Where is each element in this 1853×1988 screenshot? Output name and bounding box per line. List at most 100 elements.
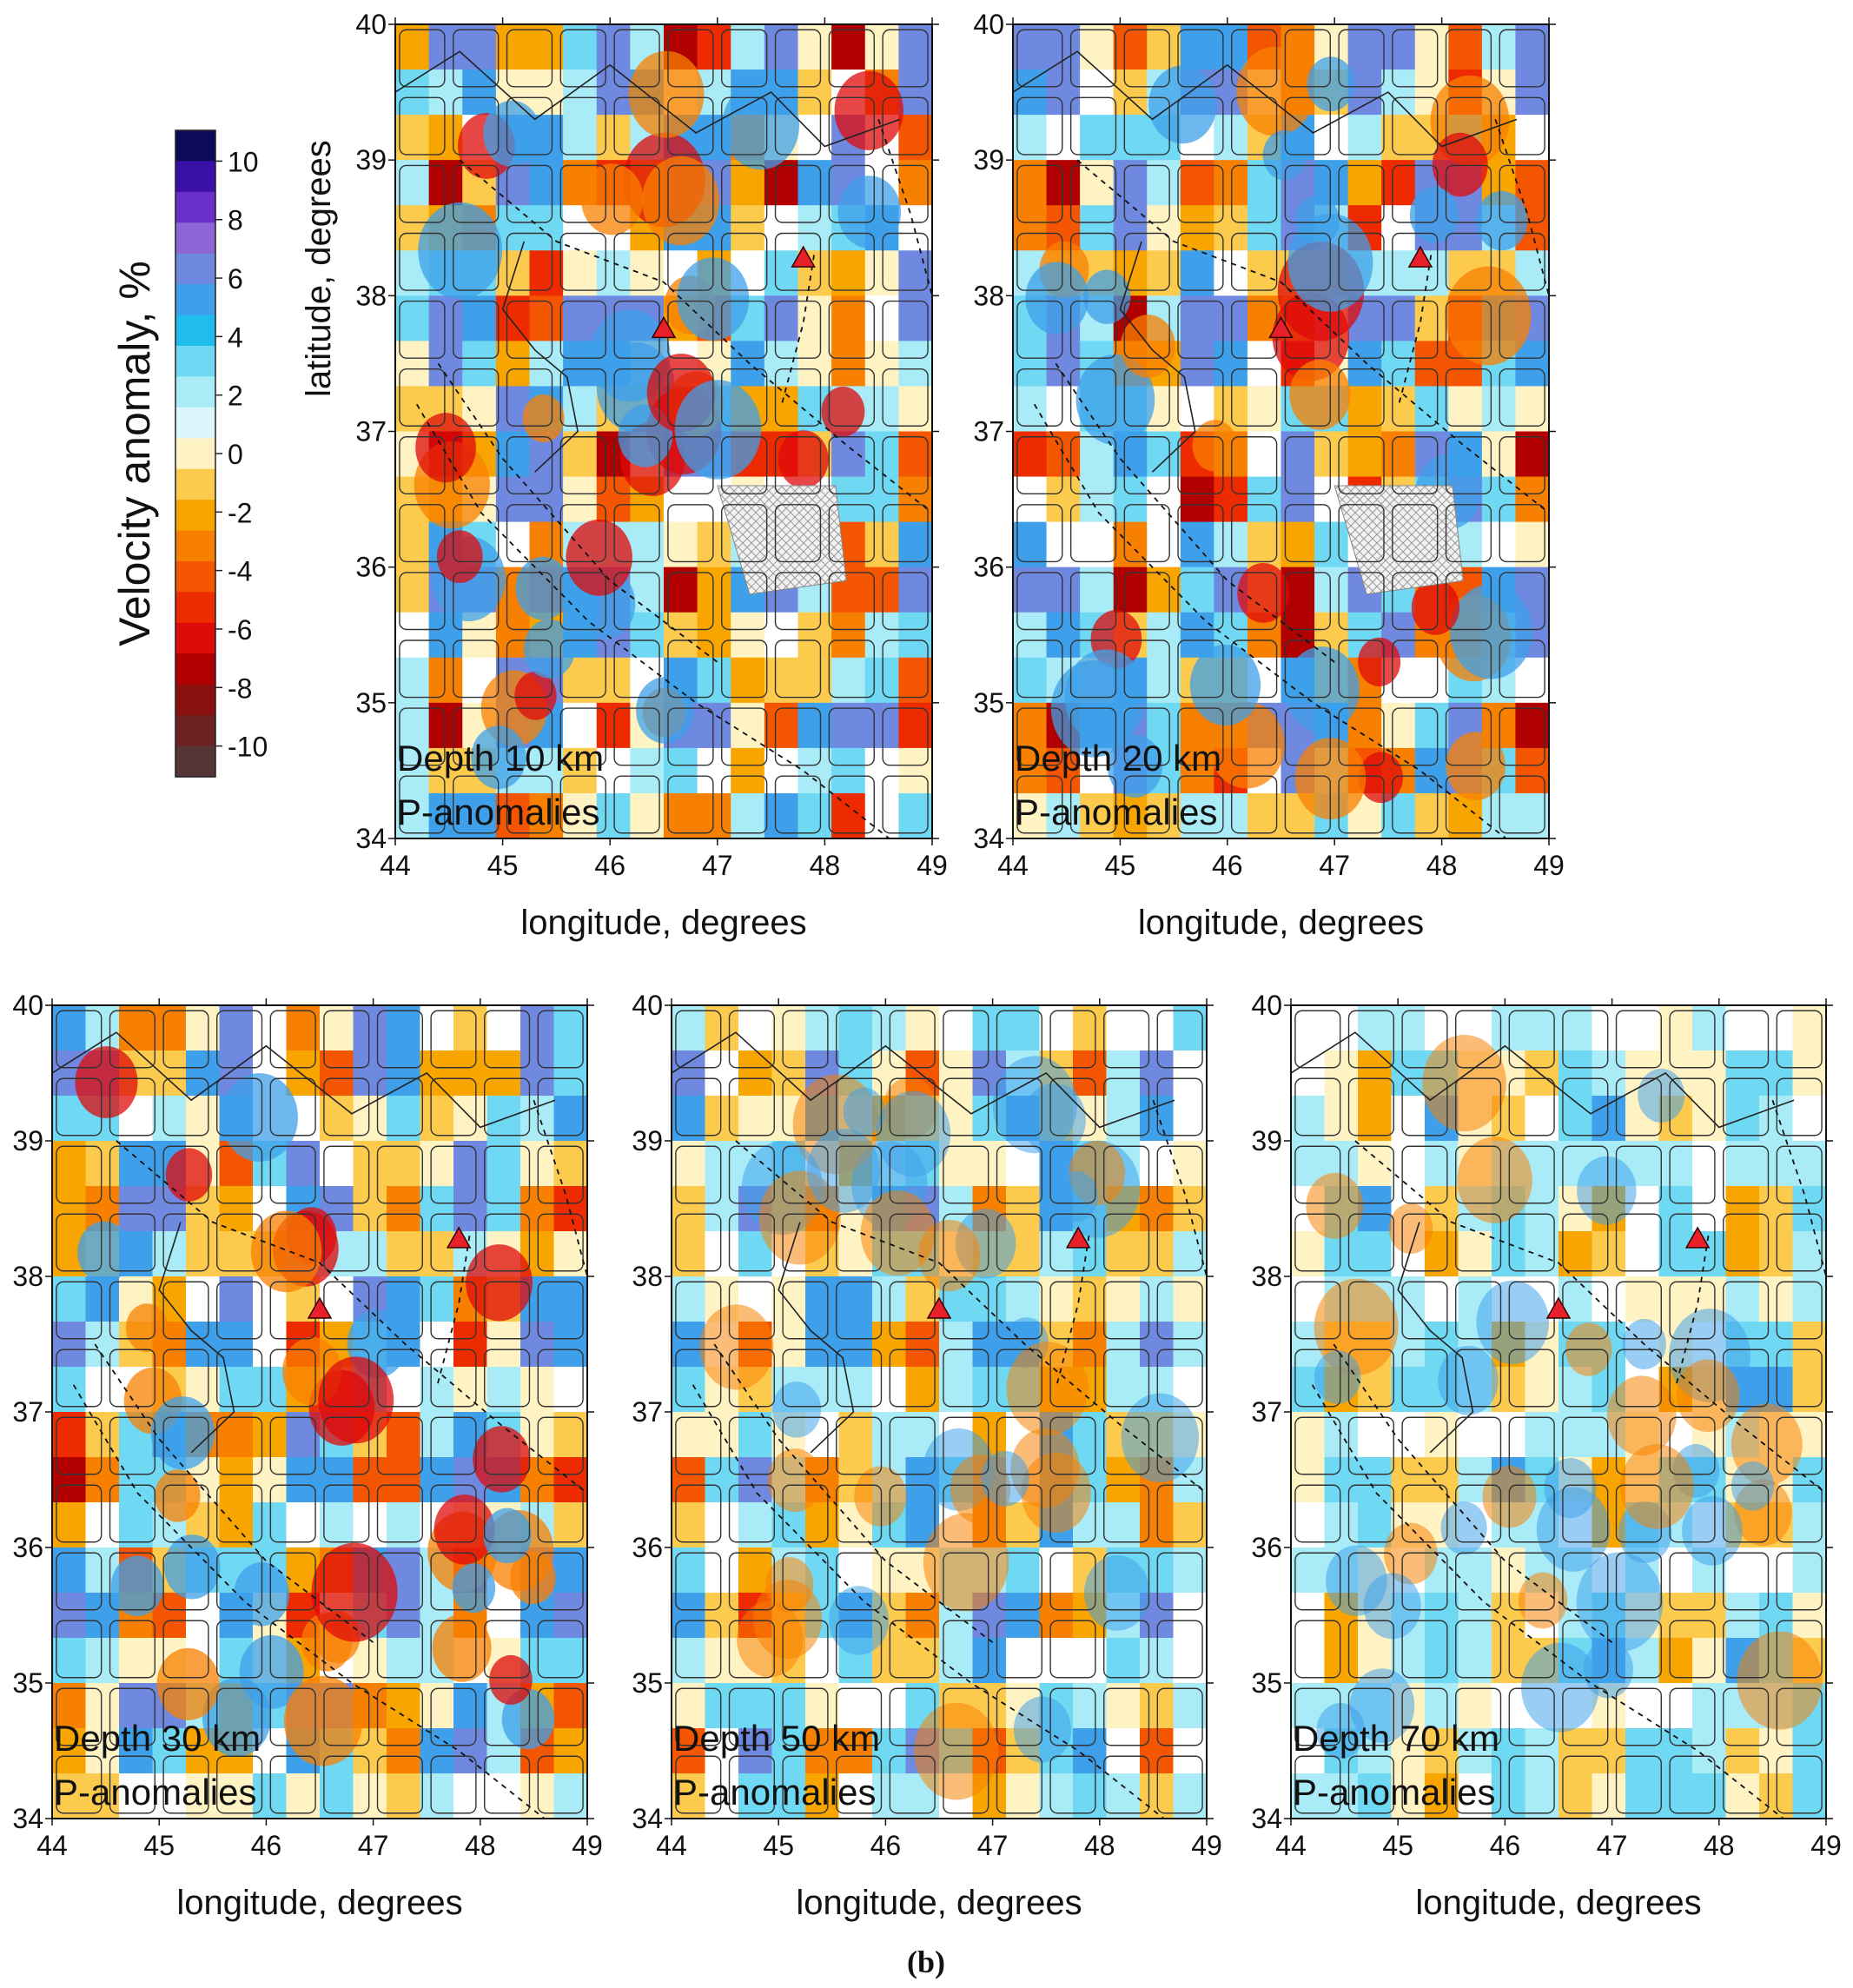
anomaly-cell <box>52 1412 87 1458</box>
grid-cell <box>430 1755 477 1814</box>
x-axis-label: longitude, degrees <box>176 1884 462 1922</box>
anomaly-cell <box>453 1322 488 1368</box>
anomaly-cell <box>805 1322 840 1368</box>
anomaly-blob <box>834 70 903 150</box>
anomaly-cell <box>1013 431 1048 478</box>
anomaly-cell <box>1281 521 1315 568</box>
grid-cell <box>1401 1552 1448 1611</box>
grid-cell <box>1401 1281 1448 1340</box>
anomaly-cell <box>1214 115 1248 161</box>
fault-line <box>1771 1099 1826 1277</box>
anomaly-blob <box>1682 1495 1743 1566</box>
lake-outline <box>778 1222 855 1454</box>
grid-cell <box>484 1010 531 1069</box>
anomaly-cell <box>705 1683 739 1729</box>
anomaly-cell <box>1140 1322 1175 1368</box>
grid-cell <box>453 572 500 631</box>
anomaly-cell <box>387 1186 421 1232</box>
anomaly-cell <box>553 1096 587 1142</box>
anomaly-cell <box>1625 1683 1660 1729</box>
y-tick-label: 34 <box>973 823 1004 854</box>
anomaly-cell <box>563 747 598 794</box>
anomaly-cell <box>1525 1367 1559 1413</box>
y-tick-label: 34 <box>355 823 387 854</box>
grid-cell <box>1723 1010 1770 1069</box>
anomaly-cell <box>520 1322 555 1368</box>
anomaly-cell <box>1291 1412 1326 1458</box>
anomaly-cell <box>395 160 430 206</box>
grid-cell <box>1294 1145 1341 1204</box>
anomaly-cell <box>672 1276 706 1322</box>
anomaly-cell <box>1073 1728 1108 1774</box>
grid-cell <box>613 368 660 427</box>
anomaly-cell <box>1525 1231 1559 1277</box>
grid-cell <box>667 639 714 699</box>
grid-cell <box>1347 1416 1394 1475</box>
anomaly-cell <box>395 657 430 704</box>
anomaly-cell <box>1080 160 1115 206</box>
grid-cell <box>1049 1687 1096 1746</box>
grid-cell <box>1445 436 1492 495</box>
anomaly-cell <box>705 1141 739 1187</box>
anomaly-cell <box>529 160 564 206</box>
lake-outline <box>1119 241 1196 473</box>
grid-cell <box>216 1552 263 1611</box>
anomaly-cell <box>1106 1050 1141 1097</box>
grid-cell <box>728 1416 775 1475</box>
y-tick-label: 36 <box>355 552 387 583</box>
grid-cell <box>1347 1281 1394 1340</box>
grid-cell <box>1294 1687 1341 1746</box>
grid-cell <box>1069 436 1117 495</box>
grid-cell <box>996 1010 1042 1069</box>
grid-cell <box>836 1281 883 1340</box>
grid-cell <box>1508 1145 1555 1204</box>
anomaly-cell <box>764 747 799 794</box>
anomaly-cell <box>1792 1367 1826 1413</box>
grid-cell <box>1284 232 1331 291</box>
grid-cell <box>162 1755 209 1814</box>
anomaly-cell <box>831 341 866 388</box>
grid-cell <box>1392 368 1439 427</box>
fault-line <box>1398 255 1433 405</box>
anomaly-cell <box>320 1773 354 1819</box>
grid-cell <box>323 1620 370 1679</box>
anomaly-cell <box>738 1502 773 1548</box>
anomaly-cell <box>1080 115 1115 161</box>
anomaly-cell <box>52 1638 87 1684</box>
grid-cell <box>506 436 553 495</box>
grid-cell <box>453 368 500 427</box>
grid-cell <box>1347 1010 1394 1069</box>
anomaly-cell <box>1113 205 1148 251</box>
grid-cell <box>1499 164 1545 223</box>
grid-cell <box>1156 1281 1203 1340</box>
grid-cell <box>1338 96 1385 156</box>
grid-cell <box>1284 436 1331 495</box>
x-tick-label: 44 <box>1275 1830 1307 1861</box>
grid-cell <box>376 1213 423 1272</box>
anomaly-cell <box>1692 1005 1727 1051</box>
anomaly-cell <box>1625 1005 1660 1051</box>
grid-cell <box>721 368 768 427</box>
anomaly-blob <box>1606 1375 1677 1456</box>
grid-cell <box>675 1077 722 1136</box>
grid-cell <box>675 1755 722 1814</box>
anomaly-cell <box>1625 1231 1660 1277</box>
y-tick-label: 37 <box>1251 1396 1282 1428</box>
anomaly-cell <box>286 1050 321 1097</box>
volcano-marker <box>791 245 816 268</box>
anomaly-blob <box>1577 1156 1637 1225</box>
grid-cell <box>109 1077 156 1136</box>
colorbar-tick-label: 8 <box>228 205 243 236</box>
anomaly-cell <box>805 1276 840 1322</box>
anomaly-cell <box>1381 702 1416 749</box>
anomaly-cell <box>563 792 598 838</box>
grid-cell <box>484 1349 531 1408</box>
anomaly-cell <box>1414 657 1449 704</box>
anomaly-cell <box>253 1502 288 1548</box>
anomaly-cell <box>119 1773 154 1819</box>
anomaly-cell <box>672 1728 706 1774</box>
grid-cell <box>1177 96 1224 156</box>
grid-cell <box>1615 1687 1662 1746</box>
grid-cell <box>162 1010 209 1069</box>
